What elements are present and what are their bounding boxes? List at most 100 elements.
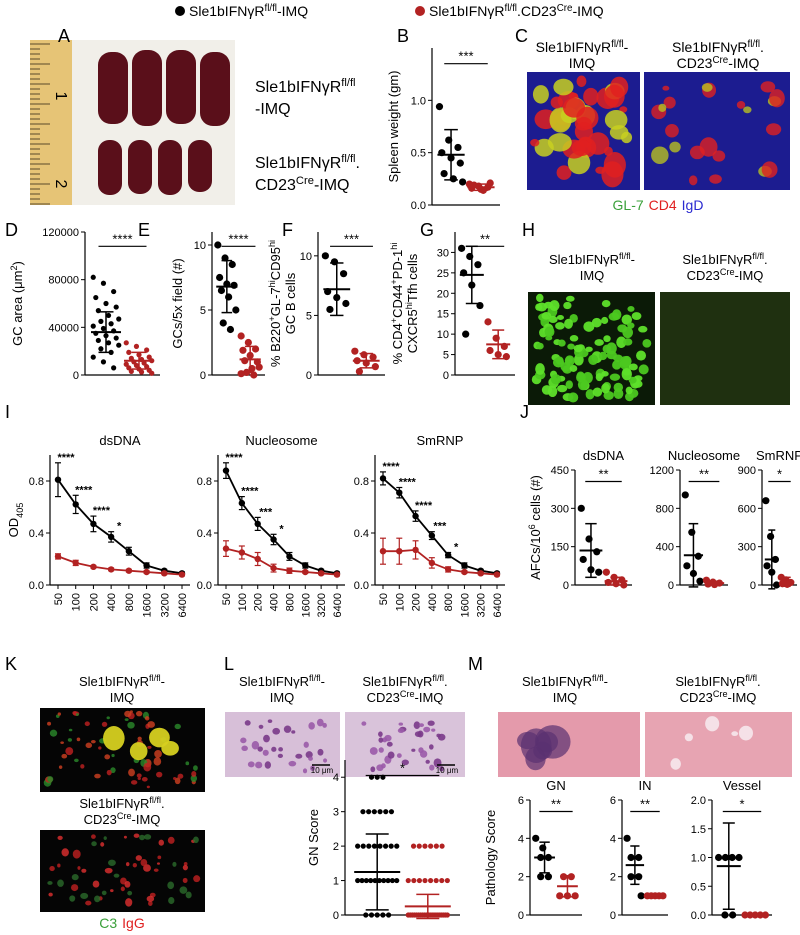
data-point [105, 340, 112, 346]
data-point [369, 353, 377, 361]
panel-letter: I [5, 402, 10, 422]
image-label-part: fl/fl [341, 77, 355, 89]
y-axis-label-part: Pathology Score [483, 810, 498, 905]
texture [396, 753, 402, 758]
y-axis-label: OD405 [6, 503, 25, 538]
data-point [385, 877, 391, 884]
texture [601, 299, 611, 308]
significance: * [279, 523, 284, 535]
significance: ** [640, 797, 650, 812]
image-label-part: fl/fl [752, 251, 764, 261]
data-point [444, 551, 452, 559]
texture [591, 317, 602, 328]
significance: * [400, 761, 405, 776]
data-point [326, 305, 334, 314]
texture [557, 384, 568, 393]
data-point [380, 912, 386, 918]
panel-letter: E [138, 220, 150, 240]
y-axis-label: GN Score [306, 809, 321, 866]
texture [387, 751, 395, 759]
data-point [433, 877, 439, 884]
texture [557, 339, 566, 347]
y-axis-label-part: CXCR5 [405, 309, 420, 353]
chart-title: dsDNA [99, 433, 141, 448]
texture [153, 868, 159, 872]
texture [113, 873, 120, 878]
image-label-part: Sle1bIFNγR [239, 674, 309, 689]
image-label: CD23Cre-IMQ [687, 267, 764, 283]
x-tick-label: 200 [411, 593, 423, 611]
y-tick-label: 800 [656, 503, 674, 515]
data-point [355, 843, 361, 849]
data-point [559, 873, 568, 881]
texture [573, 344, 583, 353]
texture [627, 306, 635, 312]
texture [110, 889, 114, 893]
texture [576, 75, 587, 87]
data-point [422, 877, 428, 884]
data-point [286, 553, 293, 560]
legend-label-part: .CD23 [517, 3, 557, 19]
data-point [100, 359, 107, 365]
x-tick-label: 400 [106, 593, 118, 611]
data-point [381, 877, 387, 884]
texture [156, 862, 160, 865]
data-point [270, 536, 277, 543]
texture [72, 849, 81, 859]
texture [74, 758, 79, 763]
y-tick-label: 450 [551, 465, 569, 477]
image-label-part: -IMQ [728, 690, 757, 705]
texture [177, 773, 184, 779]
y-tick-label: 0 [306, 370, 312, 382]
data-point [143, 568, 150, 576]
data-point [461, 562, 468, 569]
data-point [222, 545, 230, 552]
data-point [333, 571, 341, 578]
legend-marker [415, 6, 425, 16]
chart-title: GN [546, 778, 566, 793]
texture [149, 727, 170, 748]
chart-title: SmRNP [756, 448, 800, 463]
y-tick-label: 0.0 [354, 580, 369, 592]
texture [241, 745, 248, 751]
y-tick-label: 25 [437, 268, 449, 280]
image-label: Sle1bIFNγRfl/fl. [255, 153, 360, 172]
image-label-part: CD23 [680, 690, 713, 705]
texture [193, 836, 199, 844]
data-point [54, 476, 62, 483]
y-tick-label: 0.8 [29, 476, 44, 488]
data-point [433, 843, 439, 849]
texture [625, 386, 633, 395]
texture [628, 363, 638, 371]
data-point [222, 467, 230, 474]
legend-label-part: Sle1bIFNγR [189, 3, 264, 19]
data-point [107, 566, 115, 573]
texture [193, 875, 201, 883]
texture [705, 716, 720, 732]
texture [92, 880, 100, 888]
texture [544, 326, 555, 338]
texture [610, 76, 629, 98]
image-label-part: -IMQ [735, 268, 764, 283]
texture [601, 383, 610, 394]
data-point [372, 877, 378, 884]
data-point [321, 252, 329, 260]
y-tick-label: 0 [73, 370, 79, 382]
image-label: Sle1bIFNγRfl/fl. [79, 795, 164, 811]
data-point [394, 843, 400, 849]
panel-letter: M [468, 654, 483, 674]
x-tick-label: 200 [253, 593, 265, 611]
texture [157, 855, 162, 860]
texture [413, 721, 421, 730]
y-axis-label: GC area (μm2) [9, 261, 25, 346]
texture [665, 124, 679, 138]
x-tick-label: 50 [53, 593, 65, 605]
texture [684, 733, 693, 742]
significance: *** [458, 49, 473, 64]
image-label-part: - [631, 252, 635, 267]
texture [569, 335, 579, 342]
data-point [577, 504, 585, 512]
x-tick-label: 400 [269, 593, 281, 611]
texture [146, 785, 150, 789]
data-point [360, 843, 366, 849]
